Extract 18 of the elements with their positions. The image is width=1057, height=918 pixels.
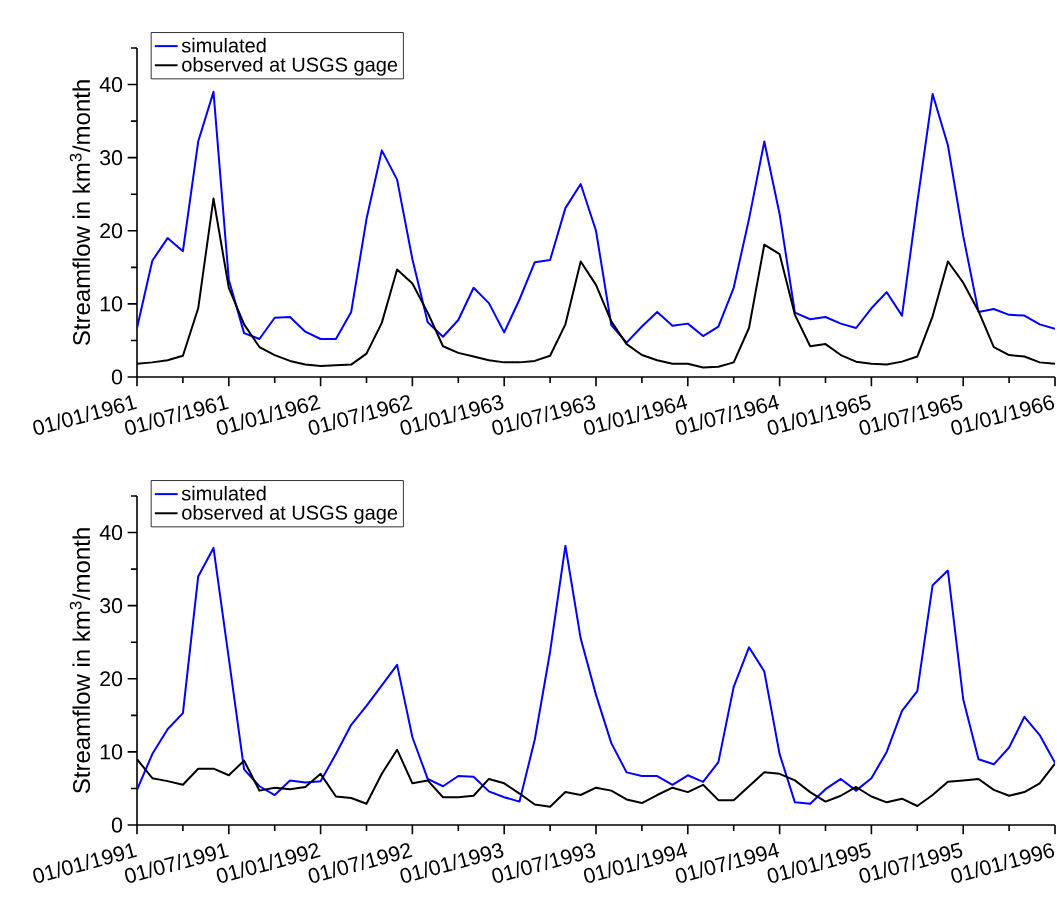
legend-label: observed at USGS gage (182, 57, 398, 76)
y-tick-label: 10 (100, 744, 123, 760)
y-axis-title: Streamflow in km$^{3}$/month (69, 528, 91, 794)
y-tick-label: 30 (100, 598, 123, 614)
y-tick-label: 0 (111, 817, 123, 833)
legend-label: observed at USGS gage (182, 505, 398, 524)
y-tick-label: 0 (111, 369, 123, 385)
y-tick-label: 20 (100, 671, 123, 687)
line-series (137, 544, 1055, 805)
legend-label: simulated (181, 485, 266, 501)
y-tick-label: 10 (100, 296, 123, 312)
y-tick-label: 40 (99, 77, 123, 93)
y-tick-label: 40 (99, 525, 123, 541)
y-axis-title: Streamflow in km$^{3}$/month (69, 80, 91, 346)
legend-label: simulated (181, 37, 266, 53)
line-series (137, 90, 1055, 344)
y-tick-label: 30 (100, 150, 123, 166)
y-tick-label: 20 (100, 223, 123, 239)
